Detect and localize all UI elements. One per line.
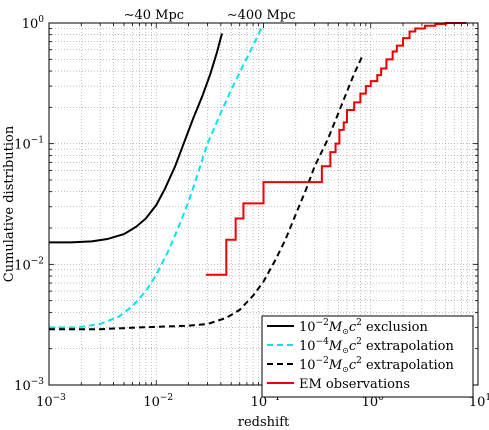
- legend-label: 10−2M⊙c2 exclusion: [299, 318, 428, 336]
- tick-labels: 10−3 10−2 10−1 100 101 10−3 10−2 10−1 100: [14, 15, 489, 410]
- distance-annotation: ∼40 Mpc: [124, 8, 184, 23]
- series-line-2: [49, 28, 263, 329]
- x-tick-label: 101: [469, 393, 489, 410]
- legend-label: 10−2M⊙c2 extrapolation: [299, 356, 454, 374]
- legend-label: 10−4M⊙c2 extrapolation: [299, 337, 454, 355]
- series-line-1: [49, 33, 223, 244]
- y-tick-label: 10−3: [14, 377, 44, 394]
- legend-label: EM observations: [299, 377, 410, 392]
- y-tick-label: 10−2: [14, 256, 44, 273]
- x-axis-label: redshift: [238, 415, 290, 430]
- x-tick-label: 10−2: [143, 393, 173, 410]
- annotations: ∼40 Mpc ∼400 Mpc: [124, 8, 296, 23]
- x-tick-label: 10−1: [251, 393, 281, 410]
- x-tick-label: 100: [362, 393, 385, 410]
- legend-box: [261, 315, 474, 398]
- y-axis-label: Cumulative distribution: [2, 125, 17, 282]
- y-tick-label: 100: [22, 15, 45, 32]
- distance-annotation: ∼400 Mpc: [227, 8, 296, 23]
- y-tick-label: 10−1: [14, 136, 44, 153]
- x-tick-label: 10−3: [36, 393, 66, 410]
- series-line-4: [205, 22, 467, 276]
- series-line-3: [49, 53, 365, 331]
- series-layer: [49, 22, 467, 331]
